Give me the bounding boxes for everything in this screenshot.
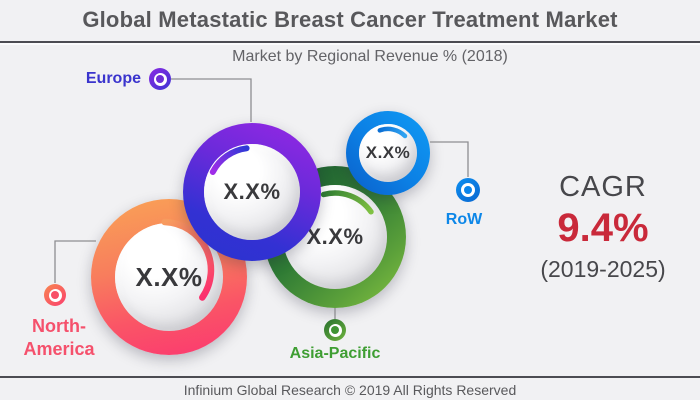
- copyright-text: Infinium Global Research © 2019 All Righ…: [183, 382, 517, 398]
- north-america-value: X.X%: [135, 261, 203, 292]
- asia-pacific-marker-dot: [331, 326, 339, 334]
- europe-accent-arc: [209, 145, 250, 175]
- asia-pacific-label: Asia-Pacific: [289, 345, 381, 362]
- asia-pacific-value: X.X%: [306, 224, 364, 249]
- north-america-label-line1: North-: [32, 316, 86, 336]
- north-america-marker-ring: [48, 288, 62, 302]
- cagr-block: CAGR 9.4% (2019-2025): [523, 171, 683, 283]
- row-marker-ring: [461, 183, 475, 197]
- north-america-marker-dot: [51, 291, 59, 299]
- north-america-connector-line: [54, 240, 96, 283]
- row-bubble-face: X.X%: [359, 124, 417, 182]
- europe-bubble: X.X%: [183, 123, 321, 261]
- asia-pacific-marker-icon: [324, 319, 346, 341]
- north-america-label: North- America: [2, 315, 116, 361]
- north-america-label-line2: America: [23, 339, 95, 359]
- europe-marker-ring: [153, 72, 167, 86]
- row-accent-arc: [377, 126, 408, 139]
- row-marker-icon: [456, 178, 480, 202]
- asia-pacific-marker-ring: [328, 323, 342, 337]
- europe-connector-line: [171, 78, 252, 122]
- row-marker-dot: [464, 186, 472, 194]
- row-label: RoW: [445, 211, 483, 228]
- north-america-marker-icon: [44, 284, 66, 306]
- asia-pacific-accent-arc: [320, 190, 374, 215]
- north-america-accent-arc: [161, 218, 215, 301]
- europe-marker-dot: [156, 75, 164, 83]
- europe-value: X.X%: [223, 179, 281, 204]
- row-bubble: X.X%: [346, 111, 430, 195]
- europe-label: Europe: [85, 70, 141, 87]
- cagr-label: CAGR: [559, 171, 647, 203]
- europe-marker-icon: [149, 68, 171, 90]
- page-title: Global Metastatic Breast Cancer Treatmen…: [82, 7, 618, 32]
- footer-divider: [0, 376, 700, 378]
- cagr-period: (2019-2025): [540, 256, 666, 282]
- row-connector-line: [430, 141, 469, 177]
- cagr-value: 9.4%: [557, 206, 649, 250]
- row-value: X.X%: [365, 143, 411, 162]
- header-divider: [0, 41, 700, 43]
- chart-subtitle: Market by Regional Revenue % (2018): [232, 48, 508, 65]
